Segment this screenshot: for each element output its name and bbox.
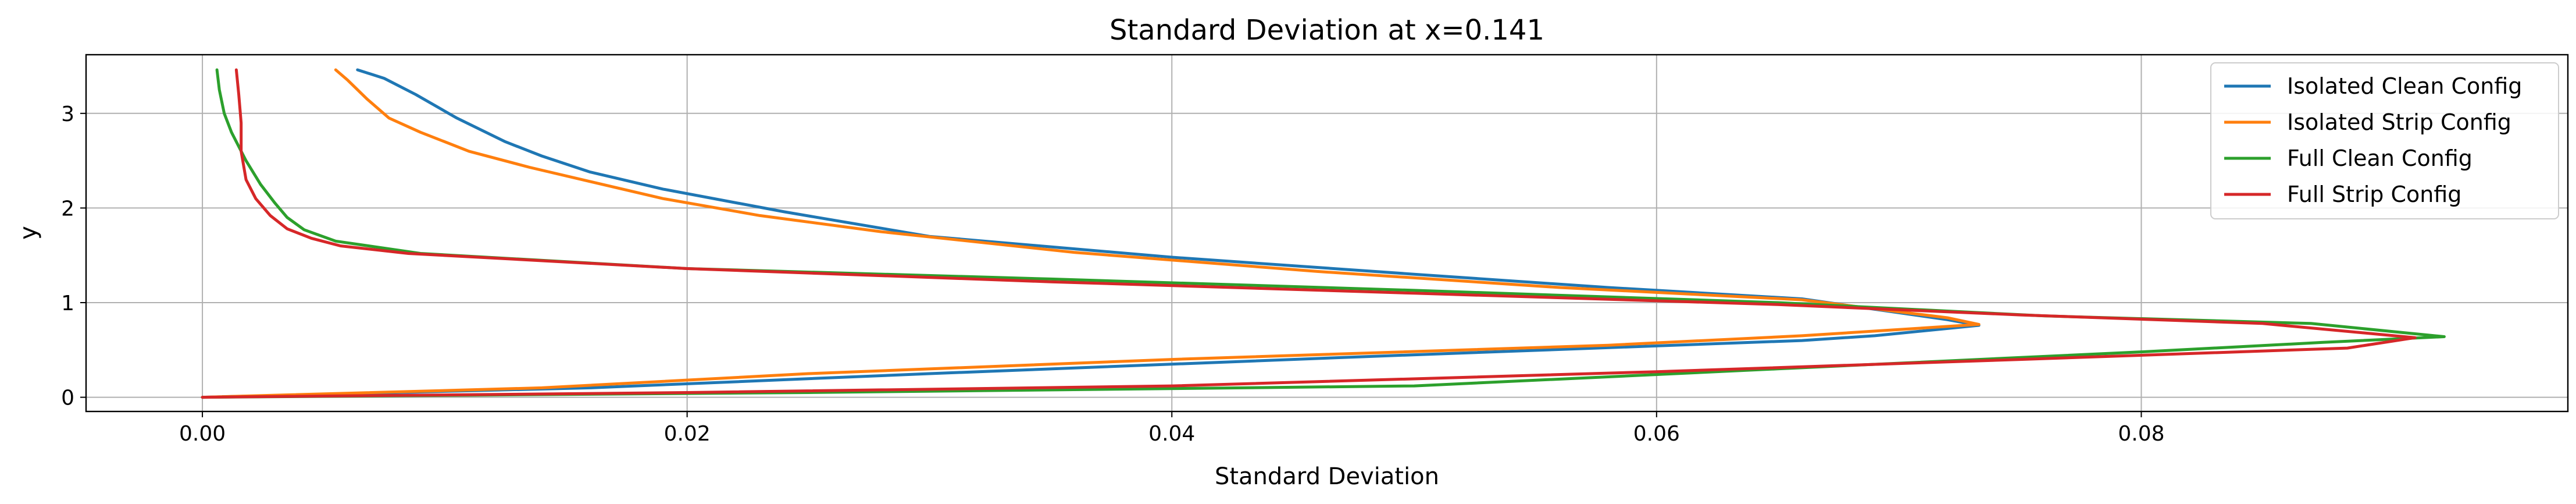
y-axis-label: y bbox=[15, 226, 42, 240]
y-tick-label: 1 bbox=[61, 292, 74, 315]
legend-box bbox=[2210, 62, 2559, 219]
legend: Isolated Clean Config Isolated Strip Con… bbox=[2210, 62, 2559, 219]
axis-ticks: 0.00 0.02 0.04 0.06 0.08 0 1 2 3 bbox=[61, 102, 2164, 446]
chart-title: Standard Deviation at x=0.141 bbox=[1109, 14, 1544, 47]
series-line-isolated-clean-config bbox=[201, 68, 1981, 399]
legend-label-full-strip: Full Strip Config bbox=[2287, 182, 2461, 207]
x-tick-label: 0.00 bbox=[179, 422, 226, 446]
y-tick-label: 0 bbox=[61, 386, 74, 410]
legend-label-isolated-strip: Isolated Strip Config bbox=[2287, 109, 2511, 135]
y-tick-label: 3 bbox=[61, 102, 74, 126]
plot-frame bbox=[85, 54, 2569, 413]
legend-label-full-clean: Full Clean Config bbox=[2287, 145, 2472, 171]
x-tick-label: 0.02 bbox=[664, 422, 711, 446]
y-tick-label: 2 bbox=[61, 197, 74, 221]
series-line-isolated-strip-config bbox=[201, 68, 1981, 399]
plot-series bbox=[201, 68, 2446, 399]
legend-label-isolated-clean: Isolated Clean Config bbox=[2287, 73, 2522, 99]
series-line-full-strip-config bbox=[201, 68, 2417, 399]
x-tick-label: 0.08 bbox=[2118, 422, 2164, 446]
x-axis-label: Standard Deviation bbox=[1215, 463, 1439, 490]
x-tick-label: 0.04 bbox=[1148, 422, 1195, 446]
grid bbox=[86, 55, 2568, 411]
x-tick-label: 0.06 bbox=[1633, 422, 1680, 446]
